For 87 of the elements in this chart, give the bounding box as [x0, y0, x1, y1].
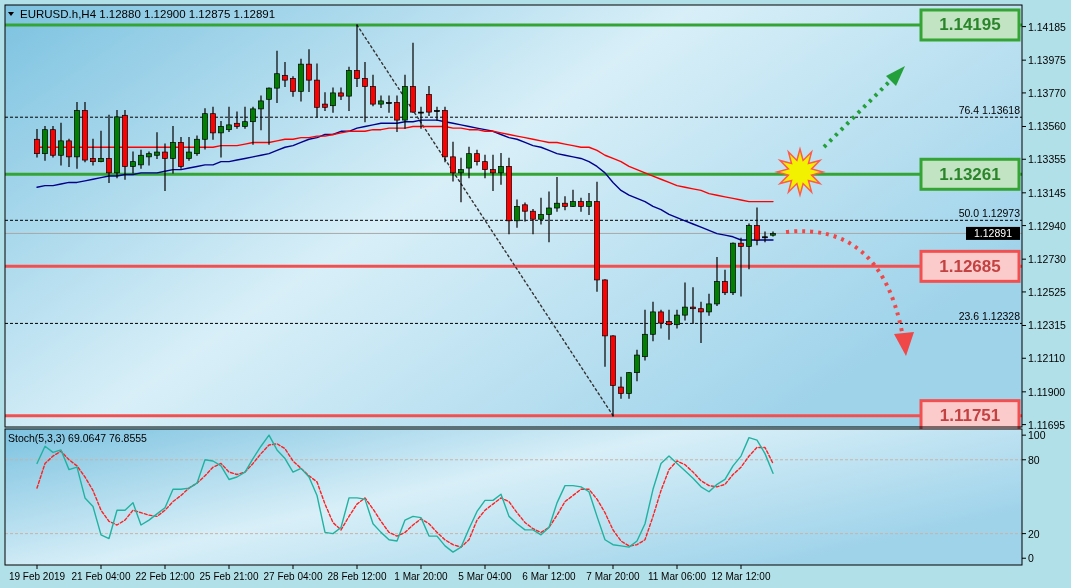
candlestick	[194, 135, 200, 156]
x-tick-label: 21 Feb 04:00	[71, 571, 131, 582]
candlestick	[458, 157, 464, 203]
x-tick-label: 1 Mar 20:00	[394, 571, 449, 582]
y-tick-label: 20	[1028, 527, 1040, 540]
x-tick-label: 12 Mar 12:00	[711, 571, 771, 582]
x-tick-label: 7 Mar 20:00	[586, 571, 641, 582]
x-tick-label: 25 Feb 21:00	[199, 571, 259, 582]
ref-line-label: 50.0 1.12973	[958, 207, 1021, 220]
candlestick	[130, 151, 136, 174]
candlestick	[770, 231, 776, 237]
y-tick-label: 1.11695	[1028, 418, 1066, 431]
ref-line-label: 1.14195	[939, 15, 1001, 35]
x-tick-label: 28 Feb 12:00	[327, 571, 387, 582]
candlestick	[98, 130, 104, 163]
candlestick	[586, 193, 592, 215]
y-tick-label: 1.11900	[1028, 385, 1066, 398]
x-tick-label: 6 Mar 12:00	[522, 571, 577, 582]
candlestick	[618, 376, 624, 399]
y-tick-label: 1.12110	[1028, 352, 1066, 365]
ref-line-label: 1.13261	[939, 164, 1001, 184]
candlestick	[306, 49, 312, 92]
candlestick	[66, 138, 72, 168]
candlestick	[338, 87, 344, 100]
candlestick	[682, 282, 688, 321]
candlestick	[218, 121, 224, 158]
candlestick	[714, 256, 720, 307]
candlestick	[162, 143, 168, 192]
candlestick	[154, 132, 160, 160]
candlestick	[490, 154, 496, 192]
annotation: 1.12891	[974, 227, 1013, 240]
y-tick-label: 1.12315	[1028, 319, 1067, 332]
candlestick	[426, 85, 432, 116]
candlestick	[90, 138, 96, 166]
candlestick	[450, 141, 456, 182]
candlestick	[290, 76, 296, 97]
candlestick	[322, 92, 328, 112]
candlestick	[386, 95, 392, 113]
candlestick	[378, 95, 384, 108]
y-tick-label: 1.12525	[1028, 285, 1067, 298]
candlestick	[330, 87, 336, 113]
y-tick-label: 1.13355	[1028, 153, 1067, 166]
candlestick	[146, 151, 152, 166]
y-tick-label: 100	[1028, 429, 1046, 442]
candlestick	[282, 61, 288, 88]
candlestick	[466, 146, 472, 179]
candlestick	[570, 189, 576, 208]
candlestick	[634, 349, 640, 382]
candlestick	[554, 177, 560, 212]
ref-line-label: 23.6 1.12328	[958, 310, 1021, 323]
y-tick-label: 80	[1028, 453, 1040, 466]
candlestick	[746, 223, 752, 270]
y-tick-label: 0	[1028, 552, 1034, 565]
x-tick-label: 22 Feb 12:00	[135, 571, 195, 582]
x-tick-label: 11 Mar 06:00	[647, 571, 707, 582]
chart-title: Stoch(5,3,3) 69.0647 76.8555	[8, 432, 148, 444]
y-tick-label: 1.13975	[1028, 54, 1067, 67]
candlestick	[170, 125, 176, 174]
ref-line-label: 76.4 1.13618	[958, 104, 1021, 117]
candlestick	[370, 74, 376, 107]
x-tick-label: 19 Feb 2019	[8, 571, 66, 582]
x-tick-label: 27 Feb 04:00	[263, 571, 323, 582]
y-tick-label: 1.13770	[1028, 86, 1067, 99]
candlestick	[762, 231, 768, 243]
y-tick-label: 1.13560	[1028, 120, 1067, 133]
y-tick-label: 1.13145	[1028, 186, 1067, 199]
candlestick	[178, 137, 184, 169]
candlestick	[42, 125, 48, 161]
candlestick	[626, 372, 632, 399]
candlestick	[482, 154, 488, 179]
y-tick-label: 1.12940	[1028, 219, 1067, 232]
candlestick	[706, 293, 712, 316]
chart-title: EURUSD.h,H4 1.12880 1.12900 1.12875 1.12891	[20, 8, 276, 20]
candlestick	[58, 122, 64, 166]
candlestick	[578, 197, 584, 212]
candlestick	[562, 196, 568, 211]
ref-line-label: 1.11751	[939, 406, 1001, 426]
candlestick	[722, 269, 728, 295]
ref-line-label: 1.12685	[939, 256, 1001, 276]
y-tick-label: 1.12730	[1028, 253, 1067, 266]
candlestick	[354, 24, 360, 88]
y-tick-label: 1.14185	[1028, 20, 1067, 33]
x-tick-label: 5 Mar 04:00	[458, 571, 513, 582]
candlestick	[498, 153, 504, 185]
candlestick	[186, 137, 192, 161]
candlestick	[738, 237, 744, 297]
candlestick	[274, 50, 280, 104]
